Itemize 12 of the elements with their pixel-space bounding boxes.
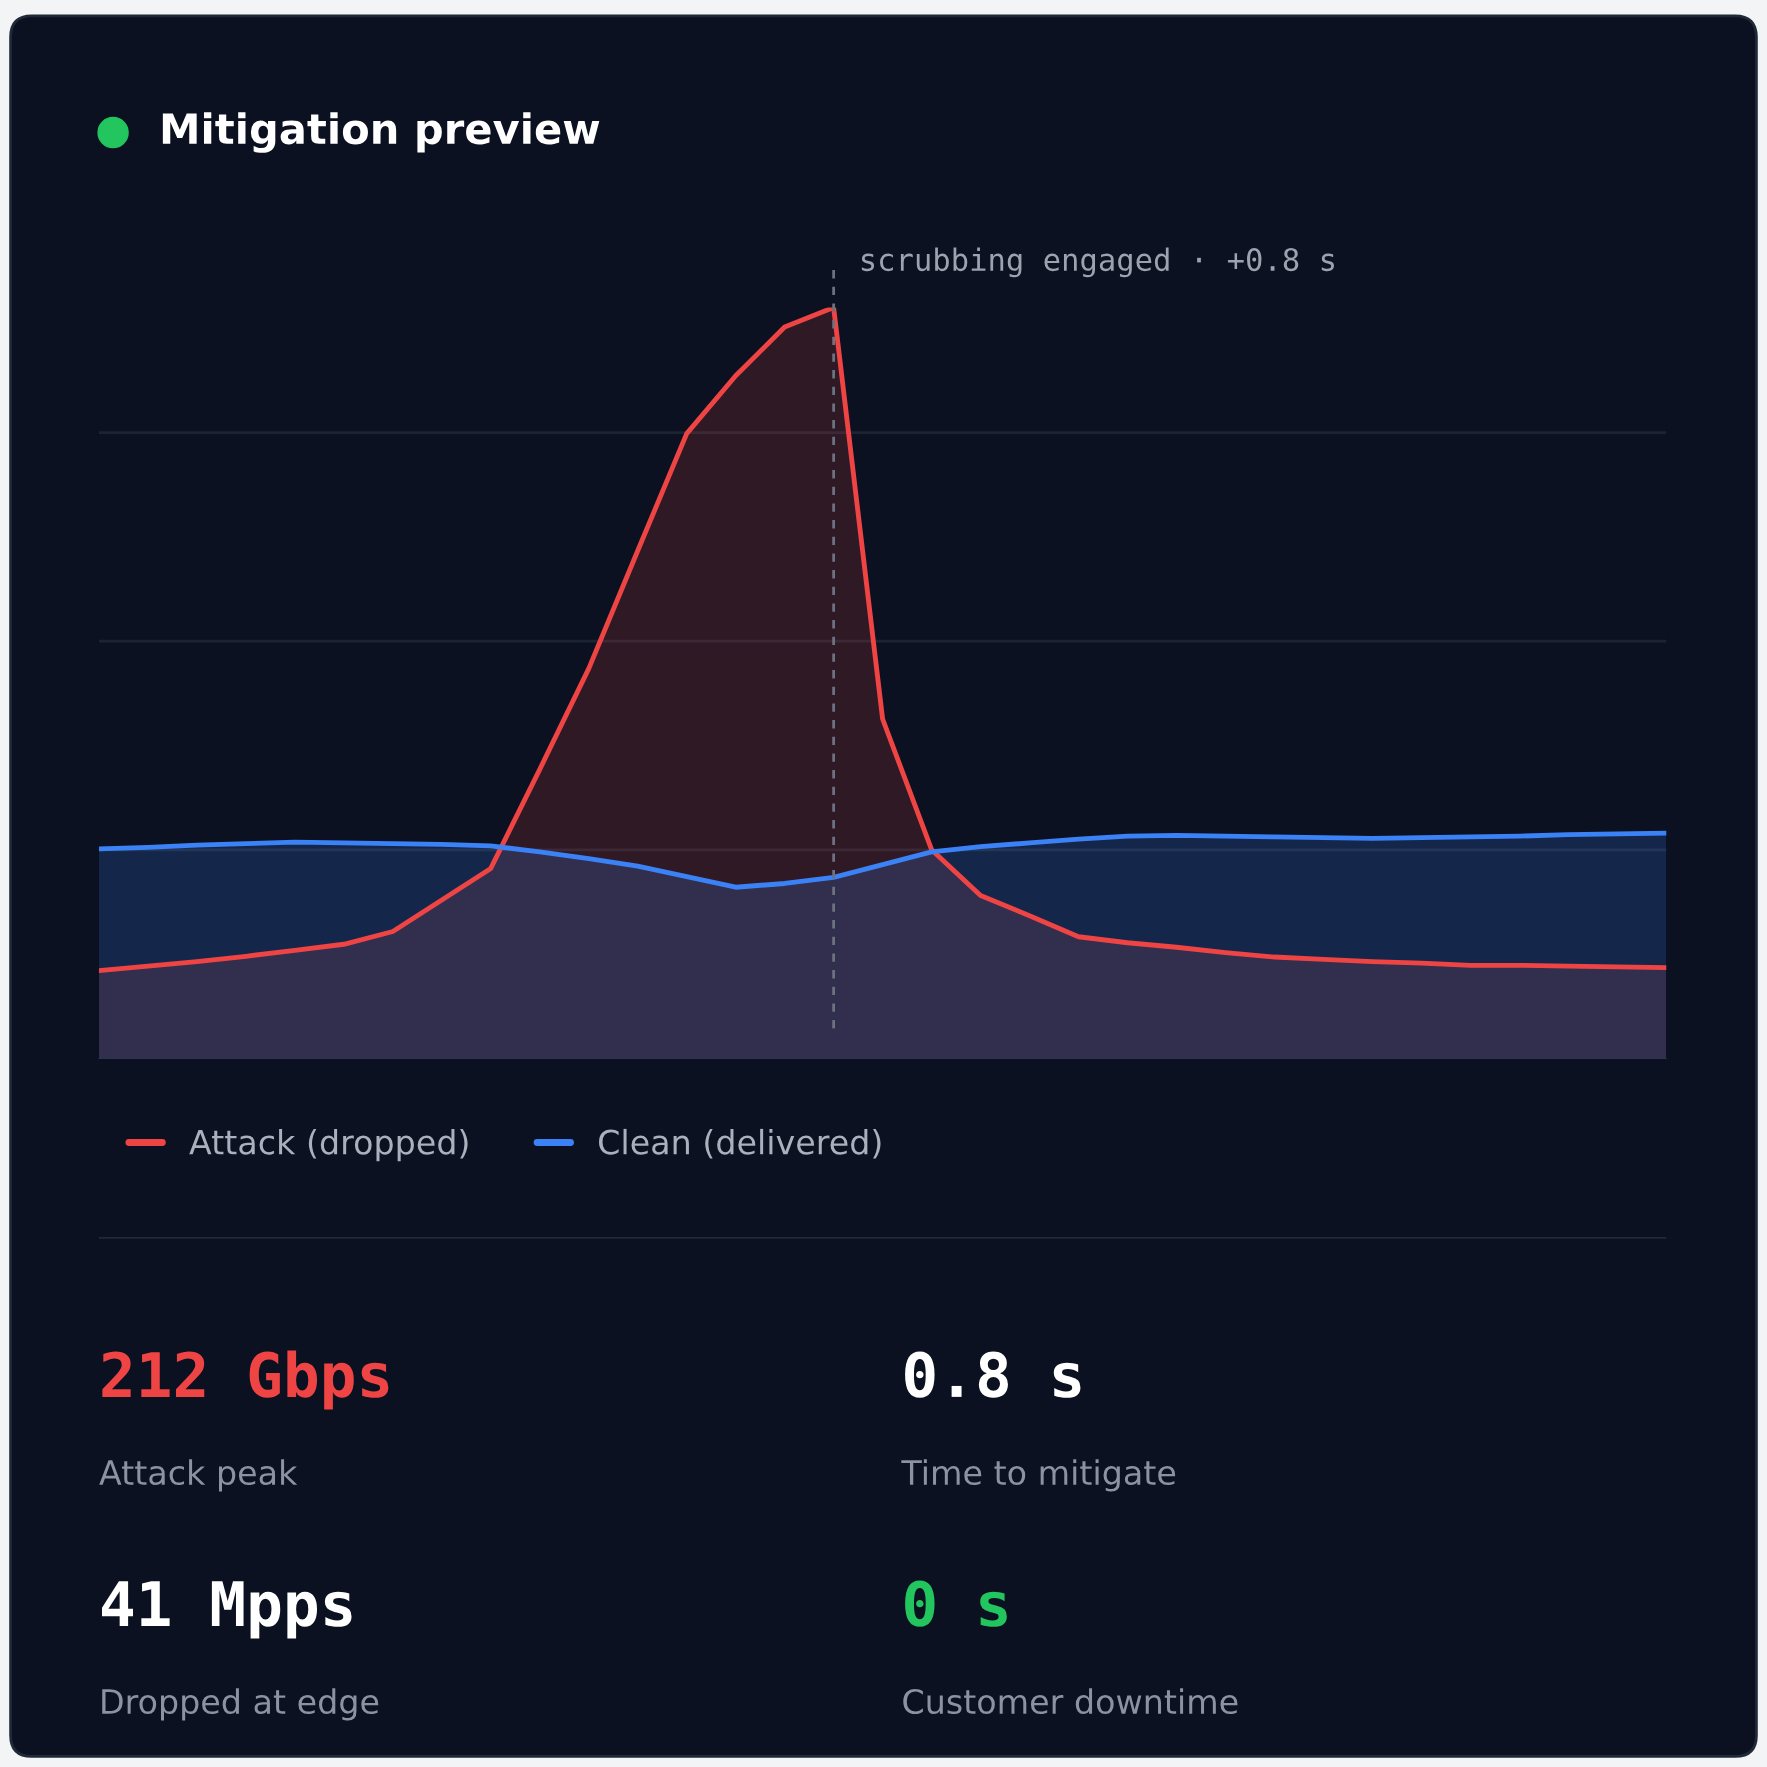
legend-label: Clean (delivered) bbox=[599, 1128, 881, 1159]
text: scrubbing engaged · +0.8 s bbox=[861, 247, 1334, 278]
text: 0.8 s bbox=[905, 1351, 1081, 1398]
text: Time to mitigate bbox=[901, 1459, 1176, 1492]
text: 41 Mpps bbox=[102, 1581, 352, 1639]
text: Customer downtime bbox=[903, 1688, 1238, 1715]
text: Dropped at edge bbox=[102, 1688, 379, 1721]
chart-title: Mitigation preview bbox=[162, 112, 600, 153]
text: 0 s bbox=[905, 1580, 1007, 1627]
legend-label: Attack (dropped) bbox=[189, 1128, 468, 1162]
text: Attack peak bbox=[99, 1459, 298, 1492]
text: 212 Gbps bbox=[102, 1350, 389, 1410]
